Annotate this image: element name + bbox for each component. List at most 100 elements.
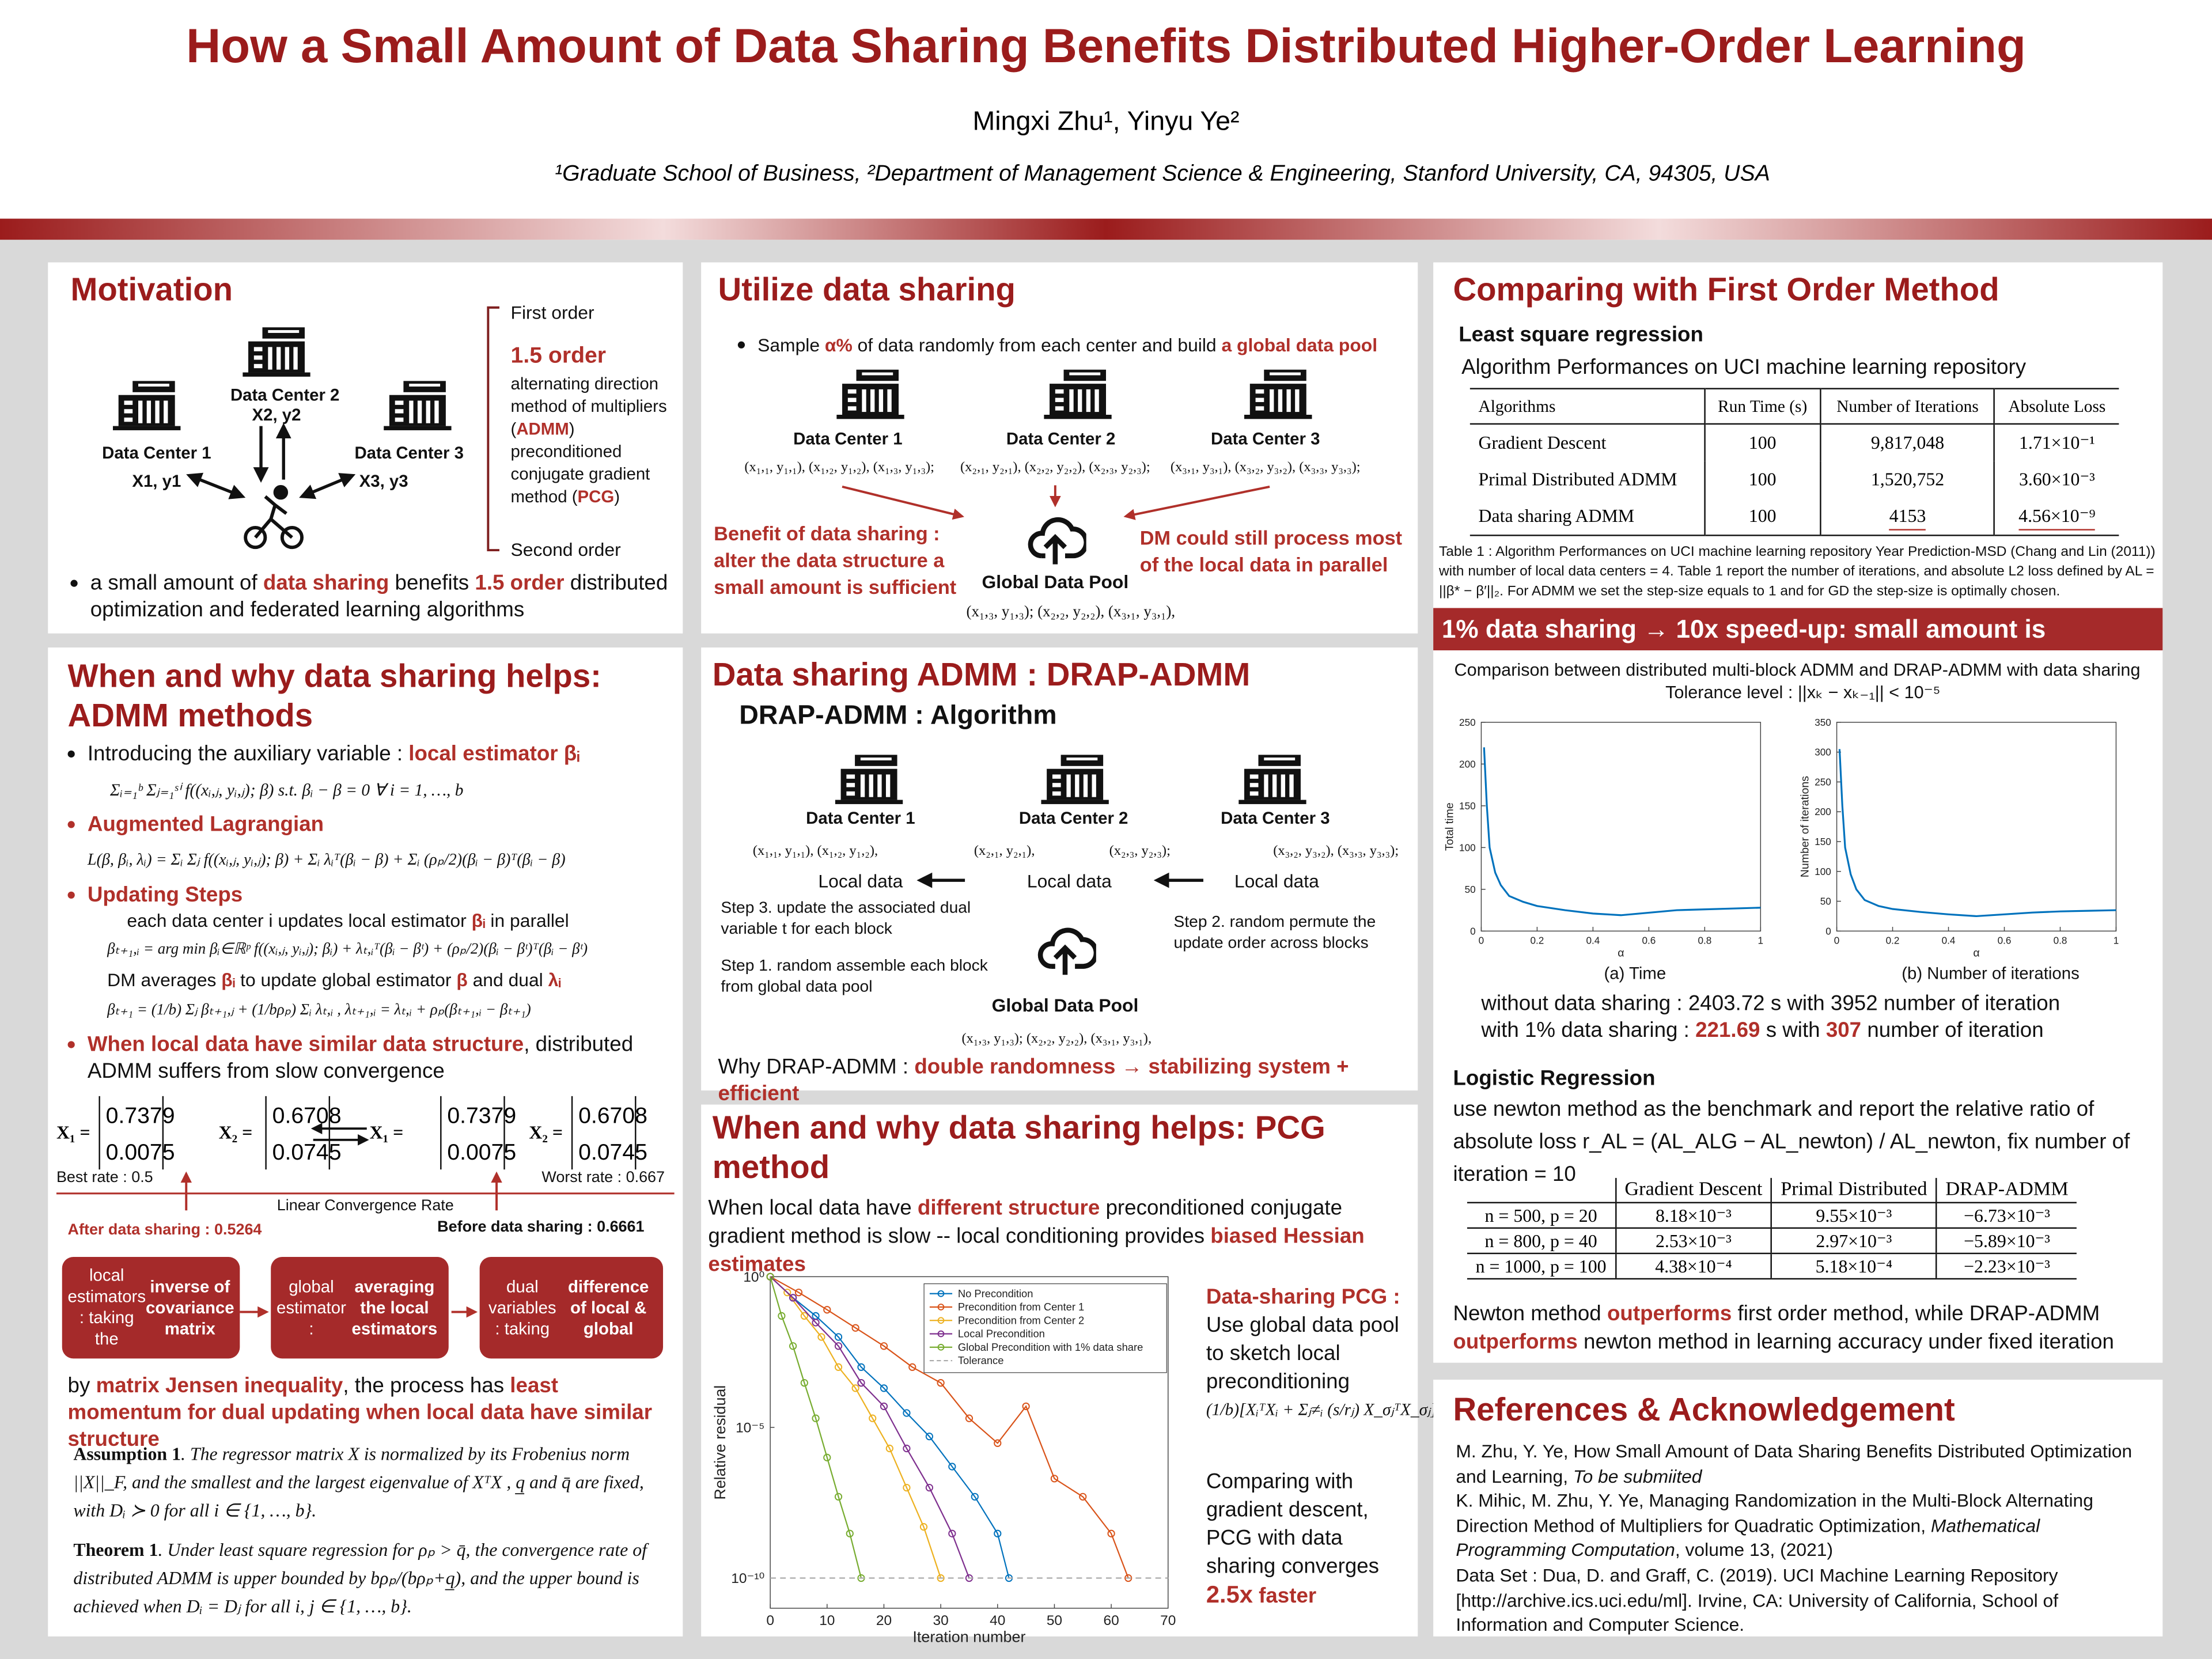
- cell-text: 5.18×10⁻⁴: [1815, 1255, 1893, 1277]
- text-segment: dual variables : taking: [488, 1276, 556, 1338]
- cell-text: 3.60×10⁻³: [2018, 468, 2095, 490]
- center-label: Data Center 3: [1221, 808, 1330, 828]
- local-data: Local data: [1027, 870, 1112, 892]
- cell-text: 4153: [1889, 505, 1926, 531]
- text-segment: different structure: [917, 1196, 1100, 1221]
- pcg-panel: When and why data sharing helps: PCG met…: [701, 1104, 1451, 1637]
- text-segment: K. Mihic, M. Zhu, Y. Ye, Managing Random…: [1456, 1490, 2093, 1536]
- references-panel: References & Acknowledgement M. Zhu, Y. …: [1433, 1380, 2163, 1637]
- text-segment: outperforms: [1607, 1302, 1732, 1327]
- cell-text: −6.73×10⁻³: [1964, 1204, 2050, 1225]
- text-segment: newton method in learning accuracy under…: [1577, 1330, 2114, 1355]
- local-data: Local data: [818, 870, 903, 892]
- assumption: Assumption 1. The regressor matrix X is …: [73, 1440, 666, 1525]
- process-box: global estimator : averaging the local e…: [271, 1257, 449, 1359]
- formula: βₜ₊₁,ᵢ = arg min βᵢ∈ℝᵖ f((xᵢ,ⱼ, yᵢ,ⱼ); β…: [107, 941, 588, 958]
- subtitle: DRAP-ADMM : Algorithm: [739, 701, 1057, 731]
- matrix-value: 0.0075: [447, 1141, 517, 1165]
- table-row: n = 800, p = 40 2.53×10⁻³ 2.97×10⁻³ −5.89×1…: [1467, 1228, 2077, 1255]
- header-cell: Primal Distributed: [1771, 1177, 1937, 1203]
- matrices: X₁ = 0.7379 0.0075 X₂ = 0.6708 0.0745 X₁ = 0.73…: [48, 1096, 683, 1175]
- table-row: n = 1000, p = 100 4.38×10⁻⁴ 5.18×10⁻⁴ −2.23…: [1467, 1253, 2077, 1280]
- text-segment: a small amount of: [90, 571, 263, 596]
- text-segment: to update global estimator: [235, 969, 457, 991]
- text-segment: Sample: [757, 334, 825, 356]
- table-cell: 4.56×10⁻⁹: [1993, 498, 2119, 536]
- text-segment: α%: [824, 334, 853, 356]
- matrix-label: X₂ =: [529, 1121, 563, 1143]
- formula: L(β, βᵢ, λᵢ) = Σᵢ Σⱼ f((xᵢ,ⱼ, yᵢ,ⱼ); β) …: [87, 852, 566, 869]
- text-segment: λᵢ: [548, 969, 561, 991]
- text-segment: Why DRAP-ADMM :: [718, 1055, 915, 1080]
- header-cell: Number of Iterations: [1820, 388, 1995, 425]
- text-segment: , the process has: [343, 1374, 510, 1398]
- table-cell: −2.23×10⁻³: [1936, 1253, 2077, 1280]
- label: Theorem 1: [73, 1539, 158, 1560]
- drap-panel: Data sharing ADMM : DRAP-ADMM DRAP-ADMM …: [701, 647, 1418, 1106]
- text-segment: ) preconditioned conjugate gradient meth…: [510, 419, 650, 507]
- logistic-text: use newton method as the benchmark and r…: [1453, 1097, 2130, 1187]
- rate-axis: Linear Convergence Rate: [276, 1198, 454, 1215]
- cell-text: 1.71×10⁻¹: [2018, 431, 2095, 453]
- center-label: Data Center 3: [1210, 429, 1320, 449]
- note: DM could still process most of the local…: [1139, 526, 1403, 576]
- reference: Data Set : Dua, D. and Graff, C. (2019).…: [1456, 1563, 2147, 1637]
- table-cell: 5.18×10⁻⁴: [1771, 1253, 1937, 1280]
- result: without data sharing : 2403.72 s with 39…: [1481, 991, 2061, 1016]
- bullet: Introducing the auxiliary variable : loc…: [65, 741, 694, 768]
- cell-text: n = 800, p = 40: [1484, 1229, 1597, 1251]
- center-label: Data Center 2: [230, 385, 340, 405]
- text-segment: ADMM: [516, 419, 569, 439]
- center-label: Data Center 1: [102, 442, 211, 463]
- local-data: Local data: [1234, 870, 1319, 892]
- table-cell: n = 500, p = 20: [1467, 1202, 1616, 1229]
- center-data: X1, y1: [132, 471, 181, 491]
- center-data: (x₃,₂, y₃,₂), (x₃,₃, y₃,₃);: [1273, 843, 1399, 859]
- cell-text: Data sharing ADMM: [1478, 505, 1635, 527]
- header-row: Algorithms Run Time (s) Number of Iteratio…: [1469, 388, 2119, 425]
- side-text: Use global data pool to sketch local pre…: [1206, 1313, 1399, 1394]
- text-segment: benefits: [389, 571, 475, 596]
- text-segment: and dual: [467, 969, 548, 991]
- table-cell: 8.18×10⁻³: [1615, 1202, 1772, 1229]
- matrix-value: 0.6708: [578, 1104, 647, 1129]
- text-segment: Mathematical Programming Computation: [1456, 1514, 2040, 1560]
- header-cell: Run Time (s): [1703, 388, 1821, 425]
- matrix-value: 0.7379: [105, 1104, 175, 1129]
- header-cell: [1467, 1177, 1616, 1203]
- center-data: (x₃,₁, y₃,₁), (x₃,₂, y₃,₂), (x₃,₃, y₃,₃)…: [1170, 460, 1361, 476]
- pool-data: (x₁,₃, y₁,₃); (x₂,₂, y₂,₂), (x₃,₁, y₃,₁)…: [966, 604, 1176, 621]
- conclusion: Newton method outperforms first order me…: [1453, 1301, 2151, 1357]
- section-title: Utilize data sharing: [718, 271, 1016, 308]
- reference: K. Mihic, M. Zhu, Y. Ye, Managing Random…: [1456, 1488, 2147, 1563]
- table-cell: n = 800, p = 40: [1467, 1228, 1616, 1255]
- text-segment: biased Hessian estimates: [708, 1224, 1365, 1277]
- formula: Σᵢ₌₁ᵇ Σⱼ₌₁ˢⁱ f((xᵢ,ⱼ, yᵢ,ⱼ); β) s.t. βᵢ …: [110, 780, 464, 800]
- step: Step 1. random assemble each block from …: [721, 957, 988, 996]
- center-label: Data Center 3: [354, 442, 464, 463]
- text-segment: , volume 13, (2021): [1675, 1539, 1834, 1560]
- header-row: Gradient Descent Primal Distributed DRAP-A…: [1467, 1177, 2077, 1203]
- matrix: 0.6708 0.0745: [265, 1096, 342, 1170]
- center-data: (x₂,₁, y₂,₁),: [974, 843, 1035, 859]
- step: Step 2. random permute the update order …: [1173, 914, 1376, 953]
- process-box: local estimators : taking the inverse of…: [62, 1257, 240, 1359]
- text-segment: 1.5 order: [475, 571, 565, 596]
- pool-data: (x₁,₃, y₁,₃); (x₂,₂, y₂,₂), (x₃,₁, y₃,₁)…: [961, 1031, 1152, 1047]
- center-label: Data Center 1: [793, 429, 903, 449]
- table-cell: Primal Distributed ADMM: [1470, 461, 1705, 498]
- theorem: Theorem 1. Under least square regression…: [73, 1536, 666, 1621]
- table-row: n = 500, p = 20 8.18×10⁻³ 9.55×10⁻³ −6.73×1…: [1467, 1202, 2077, 1229]
- matrix-value: 0.6708: [272, 1104, 342, 1129]
- subtitle: Least square regression: [1459, 323, 1703, 347]
- text-segment: by: [67, 1374, 96, 1398]
- text-segment: local estimators : taking the: [67, 1265, 146, 1349]
- cell-text: 100: [1748, 468, 1777, 490]
- table: Gradient Descent Primal Distributed DRAP-A…: [1467, 1177, 2077, 1280]
- table-title: Algorithm Performances on UCI machine le…: [1461, 355, 2027, 380]
- figure-title: Comparison between distributed multi-blo…: [1454, 660, 2141, 680]
- intro: When local data have different structure…: [708, 1195, 1406, 1279]
- section-title: When and why data sharing helps: PCG met…: [712, 1108, 1325, 1185]
- matrix-label: X₁ =: [56, 1121, 90, 1143]
- cell-text: −5.89×10⁻³: [1964, 1229, 2050, 1251]
